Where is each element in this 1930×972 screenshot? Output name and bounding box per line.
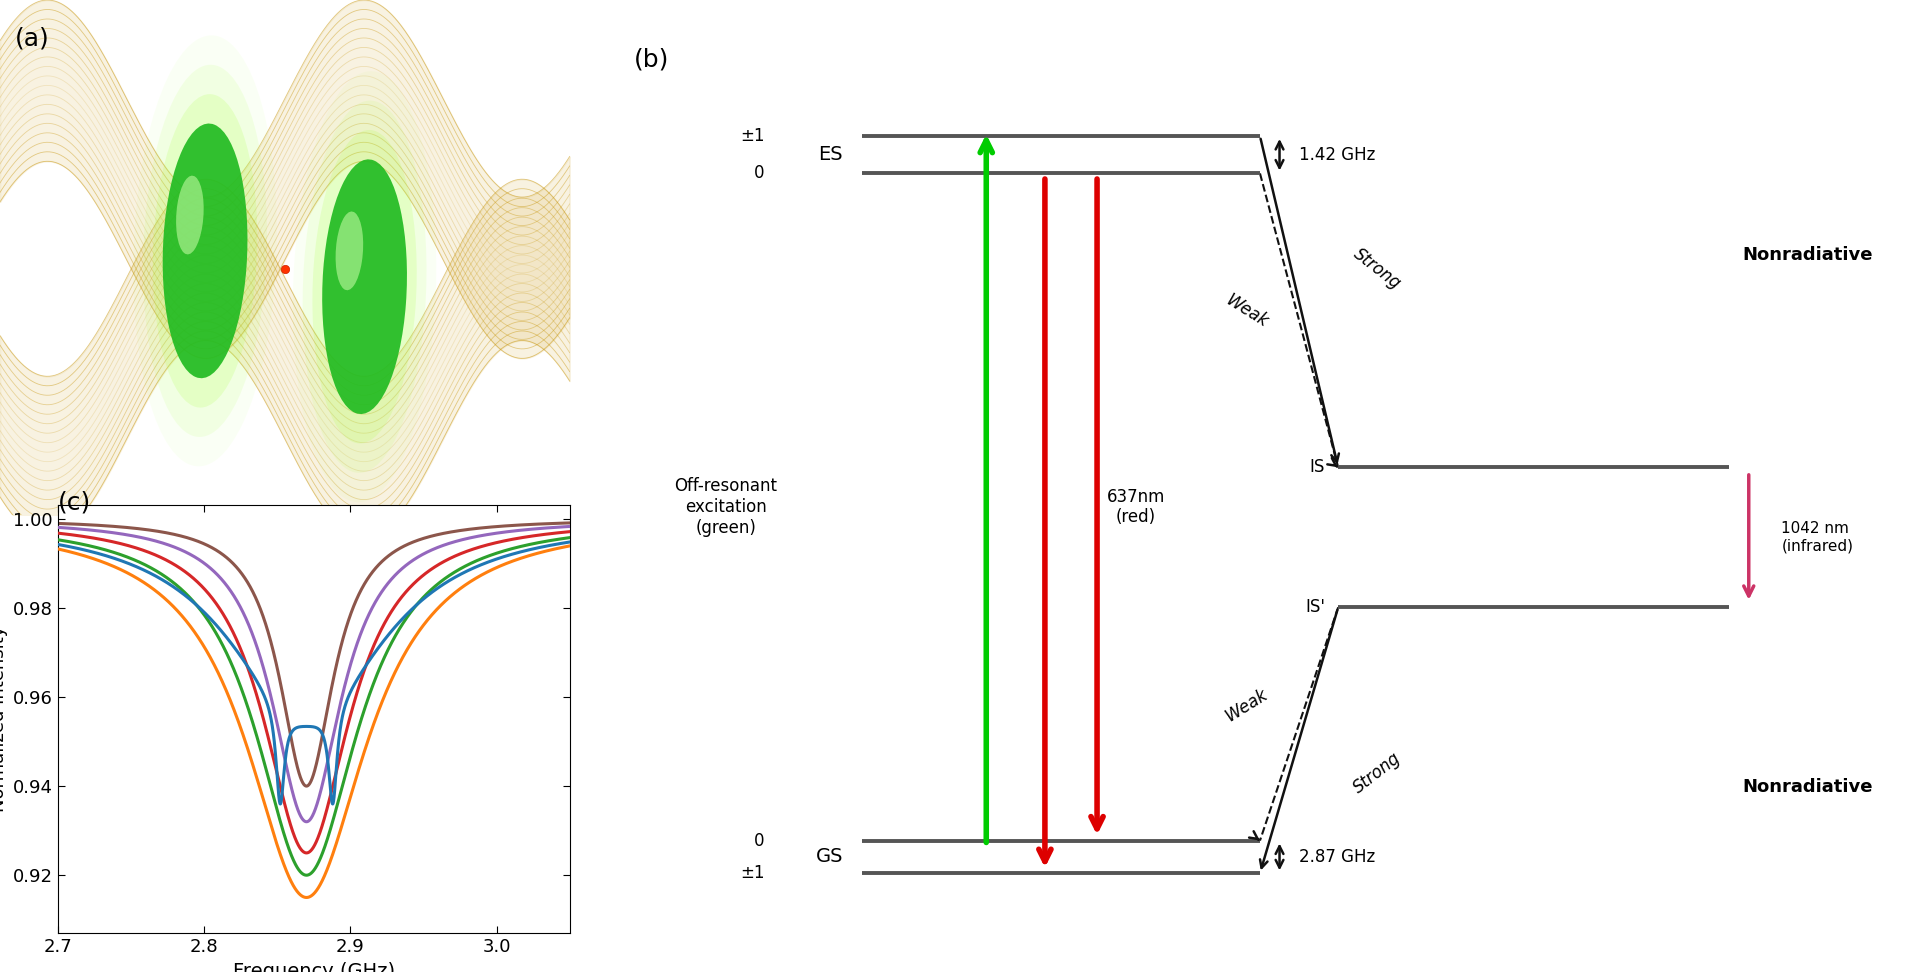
Text: 637nm
(red): 637nm (red) xyxy=(1106,488,1164,527)
Ellipse shape xyxy=(143,65,266,437)
Text: Nonradiative: Nonradiative xyxy=(1741,778,1872,796)
Text: Strong: Strong xyxy=(1349,245,1403,294)
Ellipse shape xyxy=(303,100,427,472)
Ellipse shape xyxy=(133,35,276,467)
Ellipse shape xyxy=(322,159,407,414)
Text: (b): (b) xyxy=(633,48,670,71)
Text: 1042 nm
(infrared): 1042 nm (infrared) xyxy=(1779,521,1853,553)
X-axis label: Frequency (GHz): Frequency (GHz) xyxy=(234,961,394,972)
Text: IS: IS xyxy=(1309,459,1324,476)
Ellipse shape xyxy=(162,123,247,378)
Text: Weak: Weak xyxy=(1222,291,1270,331)
Ellipse shape xyxy=(176,176,203,255)
Text: Nonradiative: Nonradiative xyxy=(1741,246,1872,264)
Ellipse shape xyxy=(313,130,417,443)
Ellipse shape xyxy=(152,94,257,407)
Ellipse shape xyxy=(336,212,363,291)
Ellipse shape xyxy=(293,71,436,503)
Text: 2.87 GHz: 2.87 GHz xyxy=(1299,848,1374,866)
Text: (c): (c) xyxy=(58,491,91,515)
Text: IS': IS' xyxy=(1305,599,1324,616)
Text: Weak: Weak xyxy=(1222,685,1270,725)
Text: 1.42 GHz: 1.42 GHz xyxy=(1299,146,1374,163)
Text: ±1: ±1 xyxy=(739,127,764,145)
Text: Off-resonant
excitation
(green): Off-resonant excitation (green) xyxy=(674,477,776,537)
Text: ES: ES xyxy=(818,145,843,164)
Text: 0: 0 xyxy=(755,832,764,850)
Text: (a): (a) xyxy=(15,27,50,51)
Y-axis label: Normalized Intensity: Normalized Intensity xyxy=(0,626,8,813)
Text: Strong: Strong xyxy=(1349,748,1403,797)
Text: GS: GS xyxy=(814,848,843,866)
Text: ±1: ±1 xyxy=(739,864,764,883)
Text: 0: 0 xyxy=(755,164,764,183)
